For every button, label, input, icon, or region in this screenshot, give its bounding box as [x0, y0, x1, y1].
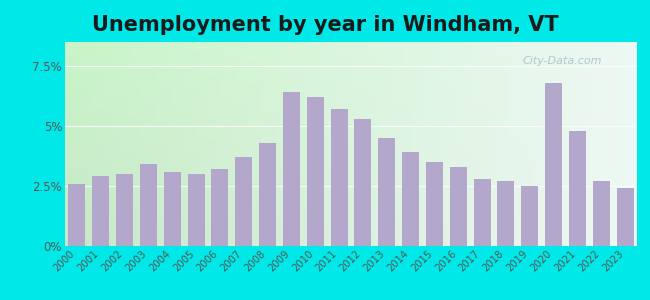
- Bar: [116, 174, 133, 246]
- Bar: [402, 152, 419, 246]
- Bar: [545, 83, 562, 246]
- Bar: [235, 157, 252, 246]
- Bar: [593, 181, 610, 246]
- Bar: [497, 181, 515, 246]
- Bar: [354, 119, 372, 246]
- Bar: [307, 97, 324, 246]
- Bar: [616, 188, 634, 246]
- Bar: [283, 92, 300, 246]
- Bar: [259, 143, 276, 246]
- Bar: [378, 138, 395, 246]
- Text: City-Data.com: City-Data.com: [523, 56, 602, 66]
- Bar: [426, 162, 443, 246]
- Bar: [164, 172, 181, 246]
- Bar: [473, 179, 491, 246]
- Bar: [330, 109, 348, 246]
- Bar: [68, 184, 86, 246]
- Bar: [569, 131, 586, 246]
- Text: Unemployment by year in Windham, VT: Unemployment by year in Windham, VT: [92, 15, 558, 35]
- Bar: [187, 174, 205, 246]
- Bar: [521, 186, 538, 246]
- Bar: [211, 169, 229, 246]
- Bar: [140, 164, 157, 246]
- Bar: [450, 167, 467, 246]
- Bar: [92, 176, 109, 246]
